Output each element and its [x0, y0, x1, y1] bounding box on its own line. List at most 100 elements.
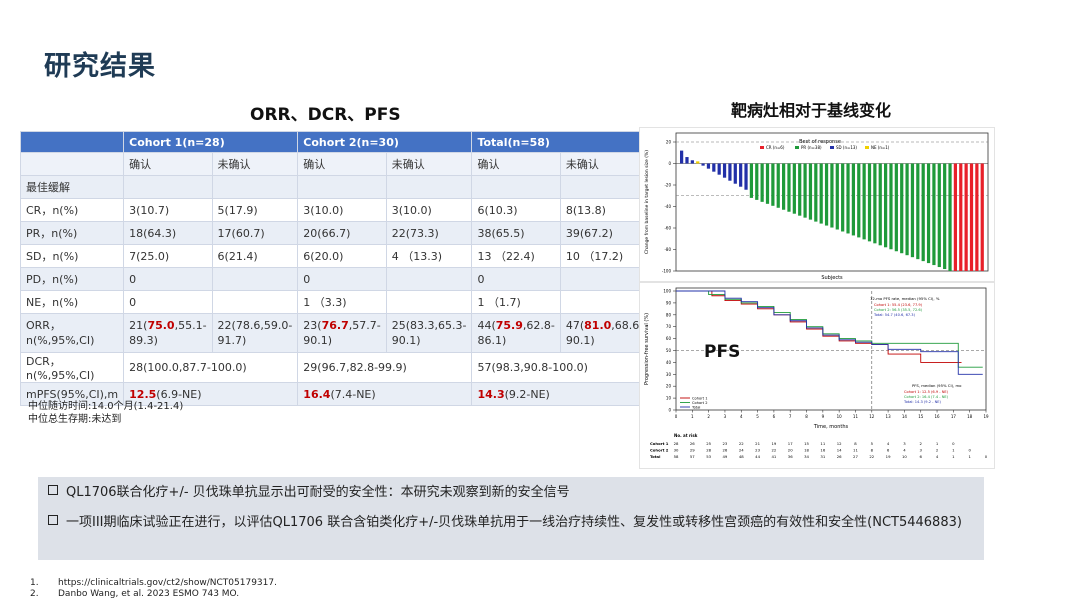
km-xlabel: Time, months: [813, 424, 849, 430]
risk-value: 3: [920, 448, 923, 453]
table-cell: 4 （13.3): [385, 244, 473, 268]
cell-text: 21(: [129, 319, 148, 332]
cell-text: (9.2-NE): [504, 387, 550, 401]
median-title: PFS, median (95% CI), mo: [912, 383, 962, 388]
x-tick-label: 1: [691, 414, 694, 419]
ref-number: 1.: [30, 578, 39, 588]
x-tick-label: 17: [951, 414, 957, 419]
rate-entry: Total: 54.7 (40.6, 67.3): [873, 313, 916, 317]
risk-value: 21: [755, 441, 760, 446]
table-row: SD，n(%) 7(25.0) 6(21.4) 6(20.0) 4 （13.3)…: [19, 244, 650, 268]
legend-label: CR (n=6): [766, 145, 785, 150]
highlight-value: 14.3: [477, 387, 505, 401]
risk-value: 6: [920, 454, 923, 459]
table-row: PR，n(%) 18(64.3) 17(60.7) 20(66.7) 22(73…: [19, 221, 650, 245]
cell-text: ,68.6-90.1): [565, 319, 644, 347]
table-row-dcr: DCR，n(%,95%,CI) 28(100.0,87.7-100.0) 29(…: [19, 352, 650, 383]
ref-number: 2.: [30, 589, 39, 599]
risk-value: 2: [920, 441, 923, 446]
table-cell: [559, 290, 650, 314]
risk-value: 0: [952, 441, 955, 446]
highlight-value: 75.9: [495, 319, 523, 332]
x-tick-label: 10: [837, 414, 843, 419]
table-cell: [385, 267, 473, 291]
waterfall-bar: [819, 163, 823, 224]
table-cell: 1 （3.3): [297, 290, 387, 314]
row-label: NE，n(%): [19, 290, 125, 314]
subheader-cell: 未确认: [559, 152, 650, 176]
table-cell: 6(10.3): [471, 198, 561, 222]
table-cell: [385, 175, 473, 199]
risk-value: 26: [723, 448, 728, 453]
risk-value: 4: [887, 441, 890, 446]
waterfall-bar: [932, 163, 936, 266]
risk-value: 30: [674, 448, 679, 453]
waterfall-bar: [824, 163, 829, 226]
highlight-value: 16.4: [303, 387, 331, 401]
reference-item: 2. Danbo Wang, et al. 2023 ESMO 743 MO.: [30, 589, 277, 600]
waterfall-bar: [969, 163, 974, 271]
x-tick-label: 7: [789, 414, 792, 419]
subheader-cell: 确认: [297, 152, 387, 176]
legend-swatch: [830, 146, 834, 149]
table-cell: [559, 175, 650, 199]
waterfall-bar: [808, 163, 813, 220]
row-label: SD，n(%): [19, 244, 125, 268]
risk-value: 18: [804, 448, 809, 453]
legend-swatch: [795, 146, 799, 149]
risk-value: 34: [804, 454, 809, 459]
y-tick-label: 20: [666, 140, 672, 145]
waterfall-bar: [792, 163, 796, 214]
cell-text: (6.9-NE): [156, 387, 202, 401]
table-cell: 0: [123, 290, 213, 314]
risk-value: 4: [936, 454, 939, 459]
highlight-value: 75.0: [147, 319, 175, 332]
risk-value: 6: [887, 448, 890, 453]
bullet-item: 一项III期临床试验正在进行，以评估QL1706 联合含铂类化疗+/-贝伐珠单抗…: [48, 512, 974, 534]
table-cell: 16.4(7.4-NE): [297, 382, 473, 406]
risk-value: 10: [902, 454, 907, 459]
y-tick-label: 20: [666, 384, 672, 389]
waterfall-bar: [814, 163, 818, 222]
cell-text: ,55.1-89.3): [129, 319, 207, 347]
x-tick-label: 5: [756, 414, 759, 419]
risk-value: 4: [903, 448, 906, 453]
km-curve-cohort2: [676, 290, 983, 368]
table-cell: 0: [297, 267, 387, 291]
waterfall-bar: [964, 163, 968, 271]
table-cell: 22(73.3): [385, 221, 473, 245]
table-cell: 0: [471, 267, 561, 291]
y-tick-label: 80: [666, 312, 672, 317]
table-cell: 3(10.7): [123, 198, 213, 222]
waterfall-bar: [948, 163, 952, 271]
x-tick-label: 3: [724, 414, 727, 419]
legend-label: NE (n=1): [871, 145, 890, 150]
x-tick-label: 12: [869, 414, 875, 419]
waterfall-bar: [943, 163, 947, 270]
risk-value: 19: [771, 441, 776, 446]
table-cell: 17(60.7): [211, 221, 299, 245]
x-tick-label: 16: [935, 414, 941, 419]
table-cell: 18(64.3): [123, 221, 213, 245]
table-cell: 20(66.7): [297, 221, 387, 245]
row-label: CR，n(%): [19, 198, 125, 222]
risk-value: 15: [804, 441, 809, 446]
row-label: 最佳缓解: [19, 175, 125, 199]
table-cell: 28(100.0,87.7-100.0): [123, 352, 299, 383]
table-subheader-row: 确认 未确认 确认 未确认 确认 未确认: [19, 152, 650, 176]
x-tick-label: 2: [707, 414, 710, 419]
risk-value: 3: [903, 441, 906, 446]
legend-title: Best of response: [799, 139, 841, 145]
waterfall-bar: [878, 163, 882, 246]
y-tick-label: 40: [666, 360, 672, 365]
rate-entry: Cohort 1: 55.4 (23.6, 77.9): [874, 303, 923, 307]
x-tick-label: 14: [902, 414, 908, 419]
waterfall-bar: [787, 163, 791, 212]
row-label: ORR，n(%,95%,CI): [19, 313, 125, 353]
risk-value: 8: [871, 448, 874, 453]
waterfall-figure: Best of response CR (n=6) PR (n=38) SD (n=…: [640, 128, 994, 281]
km-curve-cohort1: [676, 290, 962, 363]
y-tick-label: -20: [664, 183, 671, 188]
km-curve-total: [676, 290, 983, 375]
legend-label: PR (n=38): [801, 145, 822, 150]
